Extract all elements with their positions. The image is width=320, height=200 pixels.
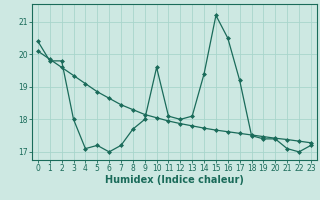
X-axis label: Humidex (Indice chaleur): Humidex (Indice chaleur)	[105, 175, 244, 185]
